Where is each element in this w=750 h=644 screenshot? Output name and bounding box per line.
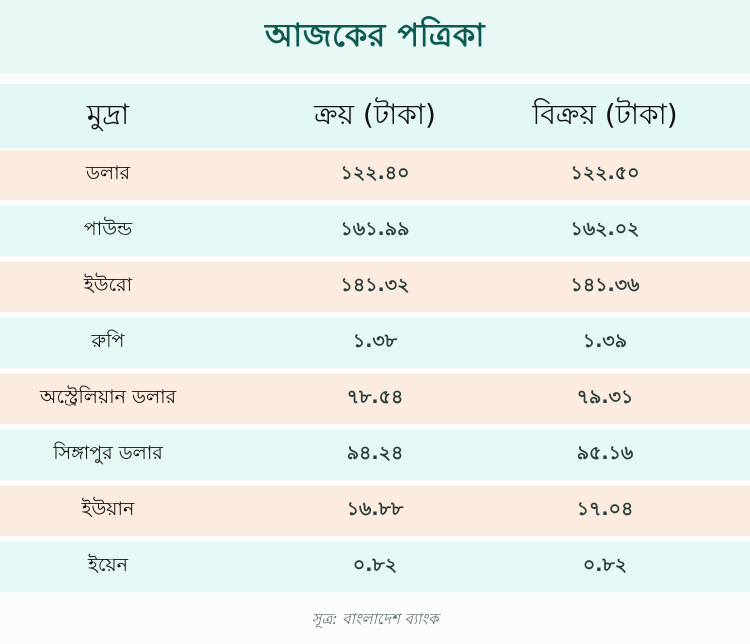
buy-rate: ১৪১.৩২ <box>340 274 410 296</box>
sell-rate: ৭৯.৩১ <box>576 386 634 408</box>
header-currency: মুদ্রা <box>86 97 130 131</box>
currency-name: ডলার <box>85 162 131 184</box>
buy-rate: ১৬.৮৮ <box>346 498 404 520</box>
table-row: অস্ট্রেলিয়ান ডলার ৭৮.৫৪ ৭৯.৩১ <box>0 374 750 424</box>
buy-rate: ৭৮.৫৪ <box>346 386 404 408</box>
sell-rate: ০.৮২ <box>582 554 628 576</box>
currency-name: ইয়েন <box>87 554 129 576</box>
header-buy: ক্রয় (টাকা) <box>314 97 436 131</box>
sell-rate: ১৪১.৩৬ <box>570 274 640 296</box>
table-row: ডলার ১২২.৪০ ১২২.৫০ <box>0 150 750 200</box>
currency-name: সিঙ্গাপুর ডলার <box>53 442 163 464</box>
currency-name: ইউয়ান <box>81 498 135 520</box>
currency-name: অস্ট্রেলিয়ান ডলার <box>39 386 177 408</box>
currency-name: পাউন্ড <box>83 218 133 240</box>
currency-name: ইউরো <box>83 274 133 296</box>
sell-rate: ১৭.০৪ <box>576 498 634 520</box>
buy-rate: ১৬১.৯৯ <box>340 218 410 240</box>
table-header: মুদ্রা ক্রয় (টাকা) বিক্রয় (টাকা) <box>0 84 750 148</box>
sell-rate: ১২২.৫০ <box>570 162 640 184</box>
buy-rate: ০.৮২ <box>352 554 398 576</box>
currency-name: রুপি <box>91 330 125 352</box>
header-sell: বিক্রয় (টাকা) <box>532 97 678 131</box>
table-row: ইউরো ১৪১.৩২ ১৪১.৩৬ <box>0 262 750 312</box>
sell-rate: ১৬২.০২ <box>570 218 640 240</box>
source-note: সূত্র: বাংলাদেশ ব্যাংক <box>311 609 439 628</box>
title-band: আজকের পত্রিকা <box>0 0 750 74</box>
table-row: রুপি ১.৩৮ ১.৩৯ <box>0 318 750 368</box>
table-row: ইয়েন ০.৮২ ০.৮২ <box>0 542 750 592</box>
buy-rate: ৯৪.২৪ <box>346 442 404 464</box>
page-title: আজকের পত্রিকা <box>265 16 485 54</box>
table-row: ইউয়ান ১৬.৮৮ ১৭.০৪ <box>0 486 750 536</box>
table-row: সিঙ্গাপুর ডলার ৯৪.২৪ ৯৫.১৬ <box>0 430 750 480</box>
sell-rate: ৯৫.১৬ <box>576 442 634 464</box>
buy-rate: ১.৩৮ <box>352 330 398 352</box>
sell-rate: ১.৩৯ <box>582 330 628 352</box>
table-row: পাউন্ড ১৬১.৯৯ ১৬২.০২ <box>0 206 750 256</box>
buy-rate: ১২২.৪০ <box>340 162 410 184</box>
